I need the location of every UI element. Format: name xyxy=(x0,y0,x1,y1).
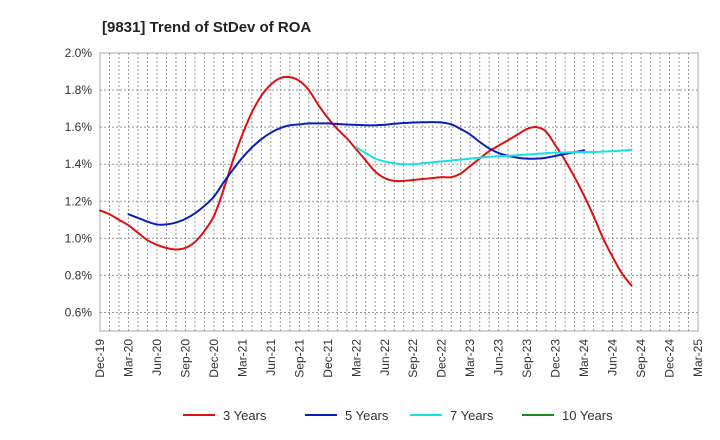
x-tick-label: Jun-20 xyxy=(150,339,164,376)
legend-item-7-years: 7 Years xyxy=(410,408,494,423)
x-tick-label: Sep-22 xyxy=(406,339,420,378)
legend: 3 Years 5 Years 7 Years 10 Years xyxy=(183,408,613,423)
y-tick-label: 2.0% xyxy=(65,46,93,60)
x-tick-label: Dec-24 xyxy=(663,339,677,378)
legend-item-3-years: 3 Years xyxy=(183,408,267,423)
y-tick-label: 0.8% xyxy=(65,268,93,282)
x-tick-label: Dec-21 xyxy=(321,339,335,378)
plot-frame xyxy=(99,52,699,332)
legend-label: 7 Years xyxy=(450,408,494,423)
x-tick-label: Sep-20 xyxy=(178,339,192,378)
legend-item-10-years: 10 Years xyxy=(522,408,613,423)
y-axis-ticks: 0.6% 0.8% 1.0% 1.2% 1.4% 1.6% 1.8% 2.0% xyxy=(65,46,93,319)
x-tick-label: Mar-20 xyxy=(121,339,135,377)
legend-label: 5 Years xyxy=(345,408,389,423)
x-tick-label: Sep-23 xyxy=(520,339,534,378)
y-tick-label: 0.6% xyxy=(65,305,93,319)
y-tick-label: 1.0% xyxy=(65,231,93,245)
x-tick-label: Mar-22 xyxy=(349,339,363,377)
series-lines xyxy=(99,75,633,287)
legend-label: 3 Years xyxy=(223,408,267,423)
x-axis-ticks: Dec-19 Mar-20 Jun-20 Sep-20 Dec-20 Mar-21 Jun-… xyxy=(93,339,705,378)
x-tick-label: Jun-21 xyxy=(264,339,278,376)
chart-title: [9831] Trend of StDev of ROA xyxy=(102,19,311,36)
legend-label: 10 Years xyxy=(562,408,613,423)
x-tick-label: Dec-23 xyxy=(549,339,563,378)
legend-item-5-years: 5 Years xyxy=(305,408,389,423)
x-tick-label: Jun-23 xyxy=(492,339,506,376)
y-tick-label: 1.6% xyxy=(65,120,93,134)
series-line-7-years xyxy=(355,146,633,166)
x-tick-label: Dec-19 xyxy=(93,339,107,378)
x-tick-label: Mar-24 xyxy=(577,339,591,377)
x-tick-label: Mar-23 xyxy=(463,339,477,377)
x-tick-label: Jun-24 xyxy=(606,339,620,376)
x-tick-label: Mar-25 xyxy=(691,339,705,377)
x-tick-label: Jun-22 xyxy=(378,339,392,376)
x-tick-label: Sep-24 xyxy=(634,339,648,378)
series-line-3-years xyxy=(99,75,633,287)
y-tick-label: 1.4% xyxy=(65,157,93,171)
y-tick-label: 1.2% xyxy=(65,194,93,208)
x-tick-label: Mar-21 xyxy=(235,339,249,377)
x-tick-label: Dec-22 xyxy=(435,339,449,378)
x-tick-label: Dec-20 xyxy=(207,339,221,378)
y-tick-label: 1.8% xyxy=(65,83,93,97)
x-tick-label: Sep-21 xyxy=(292,339,306,378)
